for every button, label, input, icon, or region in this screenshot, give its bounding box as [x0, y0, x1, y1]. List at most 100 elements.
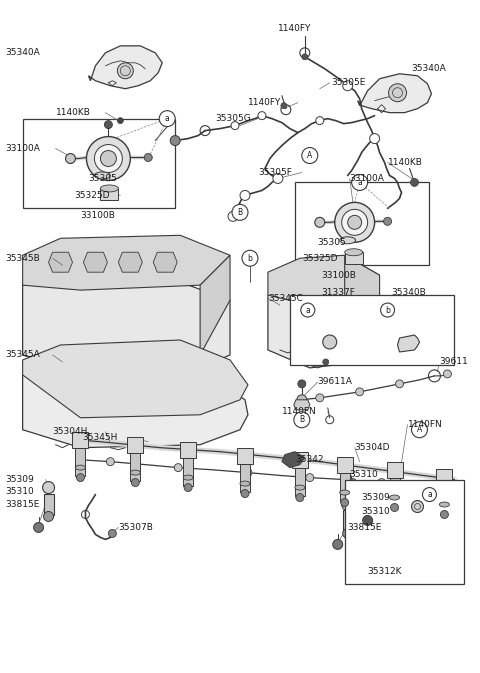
Bar	[345, 480, 464, 584]
Circle shape	[298, 380, 306, 388]
Polygon shape	[336, 457, 353, 472]
Text: 1140FN: 1140FN	[408, 420, 442, 429]
Text: B: B	[238, 208, 242, 217]
Circle shape	[34, 522, 44, 532]
Circle shape	[240, 190, 250, 201]
Bar	[240, 464, 250, 491]
Text: 35340A: 35340A	[6, 48, 40, 57]
Text: 39611A: 39611A	[318, 378, 353, 386]
Polygon shape	[23, 278, 230, 372]
Circle shape	[65, 153, 75, 164]
Polygon shape	[23, 340, 248, 418]
Circle shape	[231, 122, 239, 130]
Ellipse shape	[295, 485, 305, 490]
Bar	[295, 182, 430, 265]
Circle shape	[342, 209, 368, 236]
Polygon shape	[397, 335, 420, 352]
Circle shape	[422, 487, 436, 501]
Text: 35304H: 35304H	[52, 427, 88, 436]
Polygon shape	[268, 255, 380, 305]
Text: a: a	[305, 306, 310, 314]
Bar	[345, 252, 363, 264]
Circle shape	[306, 474, 314, 482]
Circle shape	[108, 530, 116, 538]
Circle shape	[323, 335, 336, 349]
Text: 35305: 35305	[318, 238, 347, 247]
Circle shape	[411, 501, 423, 512]
Circle shape	[281, 103, 287, 108]
Polygon shape	[294, 400, 310, 410]
Circle shape	[411, 422, 428, 437]
Circle shape	[441, 511, 448, 518]
Bar	[390, 478, 399, 505]
Circle shape	[107, 458, 114, 466]
Bar	[295, 468, 305, 495]
Circle shape	[159, 110, 175, 127]
Ellipse shape	[75, 465, 85, 470]
Ellipse shape	[439, 502, 449, 507]
Circle shape	[184, 484, 192, 491]
Text: 35310: 35310	[6, 487, 35, 496]
Circle shape	[348, 215, 361, 229]
Text: 35309: 35309	[6, 475, 35, 484]
Bar	[130, 453, 140, 481]
Text: 1140KB: 1140KB	[387, 158, 422, 167]
Text: 1140KB: 1140KB	[56, 108, 90, 117]
Text: 35345A: 35345A	[6, 351, 40, 359]
Circle shape	[343, 528, 353, 538]
Circle shape	[441, 484, 448, 491]
Polygon shape	[48, 252, 72, 272]
Circle shape	[297, 395, 307, 404]
Circle shape	[244, 468, 252, 476]
Text: 33100B: 33100B	[81, 211, 115, 220]
Text: 35342: 35342	[295, 455, 324, 464]
Polygon shape	[180, 441, 196, 458]
Circle shape	[391, 503, 398, 511]
Polygon shape	[153, 252, 177, 272]
Text: 35304D: 35304D	[355, 444, 390, 452]
Text: 1140FY: 1140FY	[278, 24, 311, 34]
Circle shape	[316, 116, 324, 125]
Text: 35345H: 35345H	[83, 433, 118, 442]
Circle shape	[384, 217, 392, 225]
Text: 33100A: 33100A	[6, 144, 40, 153]
Text: 35309: 35309	[361, 493, 390, 502]
Circle shape	[363, 516, 372, 526]
Text: A: A	[307, 151, 312, 160]
Circle shape	[381, 303, 395, 317]
Bar	[343, 511, 353, 532]
Text: 33815E: 33815E	[348, 523, 382, 532]
Text: 35340A: 35340A	[411, 65, 446, 73]
Ellipse shape	[95, 172, 110, 179]
Bar	[439, 485, 449, 512]
Text: a: a	[165, 114, 169, 123]
Circle shape	[242, 250, 258, 267]
Circle shape	[44, 511, 54, 522]
Polygon shape	[268, 272, 380, 368]
Text: A: A	[417, 425, 422, 434]
Circle shape	[370, 133, 380, 143]
Bar	[340, 472, 350, 501]
Circle shape	[341, 499, 348, 507]
Polygon shape	[23, 236, 230, 290]
Circle shape	[117, 63, 133, 79]
Text: 1140FN: 1140FN	[282, 407, 317, 417]
Circle shape	[302, 54, 308, 60]
Text: 35340B: 35340B	[392, 287, 426, 297]
Polygon shape	[88, 46, 162, 89]
Circle shape	[302, 147, 318, 164]
Circle shape	[316, 394, 324, 402]
Circle shape	[410, 178, 419, 186]
Circle shape	[343, 81, 353, 91]
Circle shape	[301, 303, 315, 317]
Text: 35305: 35305	[88, 174, 117, 183]
Text: 35305E: 35305E	[332, 78, 366, 87]
Polygon shape	[345, 255, 380, 350]
Circle shape	[333, 540, 343, 549]
Bar	[44, 493, 54, 516]
Circle shape	[323, 359, 329, 365]
Text: 33815E: 33815E	[6, 500, 40, 509]
Ellipse shape	[340, 490, 350, 495]
Text: a: a	[427, 490, 432, 499]
Text: b: b	[248, 254, 252, 262]
